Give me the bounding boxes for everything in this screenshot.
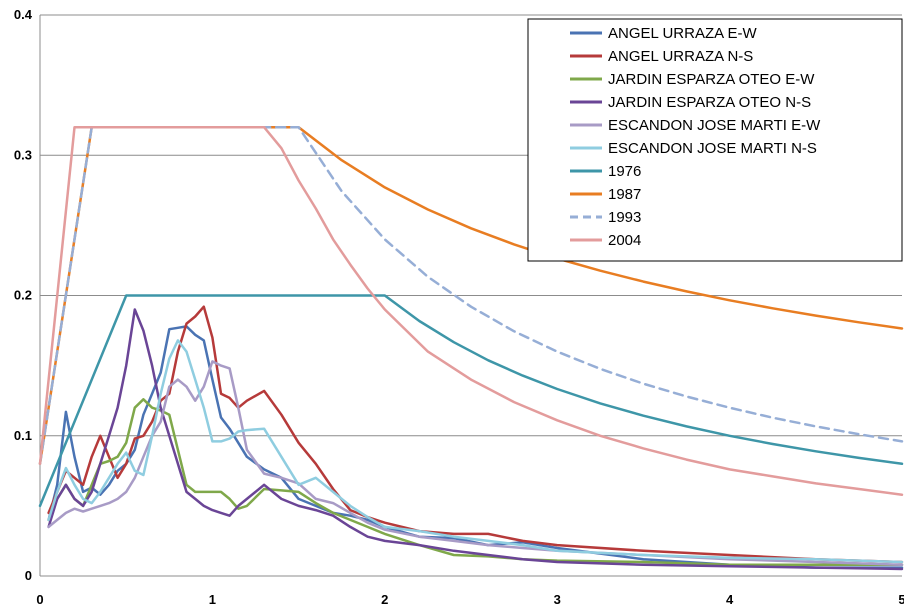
legend-box <box>527 18 903 262</box>
legend-entry-label: 2004 <box>608 232 641 249</box>
x-tick-label: 1 <box>209 592 216 607</box>
series-line-5 <box>47 360 904 567</box>
legend-entry-label: JARDIN ESPARZA OTEO E-W <box>608 71 815 88</box>
y-tick-label: 0.2 <box>14 288 32 303</box>
y-tick-label: 0 <box>25 568 32 583</box>
legend-entry-label: 1987 <box>608 186 641 203</box>
series-line-9 <box>38 125 904 466</box>
x-tick-label: 5 <box>898 592 904 607</box>
x-tick-label: 2 <box>381 592 388 607</box>
legend-entry-label: ANGEL URRAZA N-S <box>608 48 753 65</box>
series-line-10 <box>38 125 904 496</box>
legend-entry-label: JARDIN ESPARZA OTEO N-S <box>608 94 811 111</box>
legend-entry-label: ANGEL URRAZA E-W <box>608 25 757 42</box>
series-line-2 <box>47 305 904 564</box>
series-line-6 <box>47 339 904 564</box>
legend-entry-label: 1993 <box>608 209 641 226</box>
series-line-7 <box>38 294 904 508</box>
series-line-1 <box>47 325 904 569</box>
legend-entry-label: ESCANDON JOSE MARTI E-W <box>608 117 821 134</box>
legend-entry-label: 1976 <box>608 163 641 180</box>
x-tick-label: 4 <box>726 592 734 607</box>
series-line-3 <box>47 398 904 567</box>
tick-labels: 0 0.1 0.2 0.3 0.4 0 1 2 3 4 5 <box>14 7 904 607</box>
x-tick-label: 3 <box>554 592 561 607</box>
y-tick-label: 0.4 <box>14 7 33 22</box>
y-tick-label: 0.1 <box>14 428 32 443</box>
axes <box>39 15 902 577</box>
y-tick-label: 0.3 <box>14 147 32 162</box>
legend-entry-label: ESCANDON JOSE MARTI N-S <box>608 140 817 157</box>
x-tick-label: 0 <box>36 592 43 607</box>
legend: ANGEL URRAZA E-W ANGEL URRAZA N-S JARDIN E… <box>527 18 903 262</box>
series-line-4 <box>47 308 904 571</box>
series-lines <box>38 125 904 571</box>
